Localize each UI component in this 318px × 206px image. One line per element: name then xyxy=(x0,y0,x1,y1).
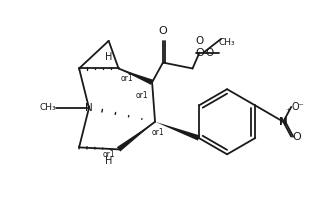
Text: O: O xyxy=(205,48,213,58)
Text: N: N xyxy=(85,103,93,113)
Text: N: N xyxy=(279,117,288,127)
Text: O: O xyxy=(195,48,204,58)
Text: H: H xyxy=(105,156,112,166)
Text: CH₃: CH₃ xyxy=(219,38,235,47)
Text: O: O xyxy=(293,132,301,142)
Text: or1: or1 xyxy=(103,150,116,159)
Polygon shape xyxy=(117,122,155,152)
Polygon shape xyxy=(119,68,153,85)
Text: O: O xyxy=(159,26,167,36)
Text: O⁻: O⁻ xyxy=(292,102,304,112)
Text: ⁺: ⁺ xyxy=(285,107,289,116)
Text: or1: or1 xyxy=(121,74,133,83)
Polygon shape xyxy=(155,122,200,141)
Text: or1: or1 xyxy=(152,128,165,137)
Text: CH₃: CH₃ xyxy=(40,103,56,112)
Text: O: O xyxy=(195,36,204,46)
Text: or1: or1 xyxy=(135,91,148,100)
Text: H: H xyxy=(105,52,112,62)
